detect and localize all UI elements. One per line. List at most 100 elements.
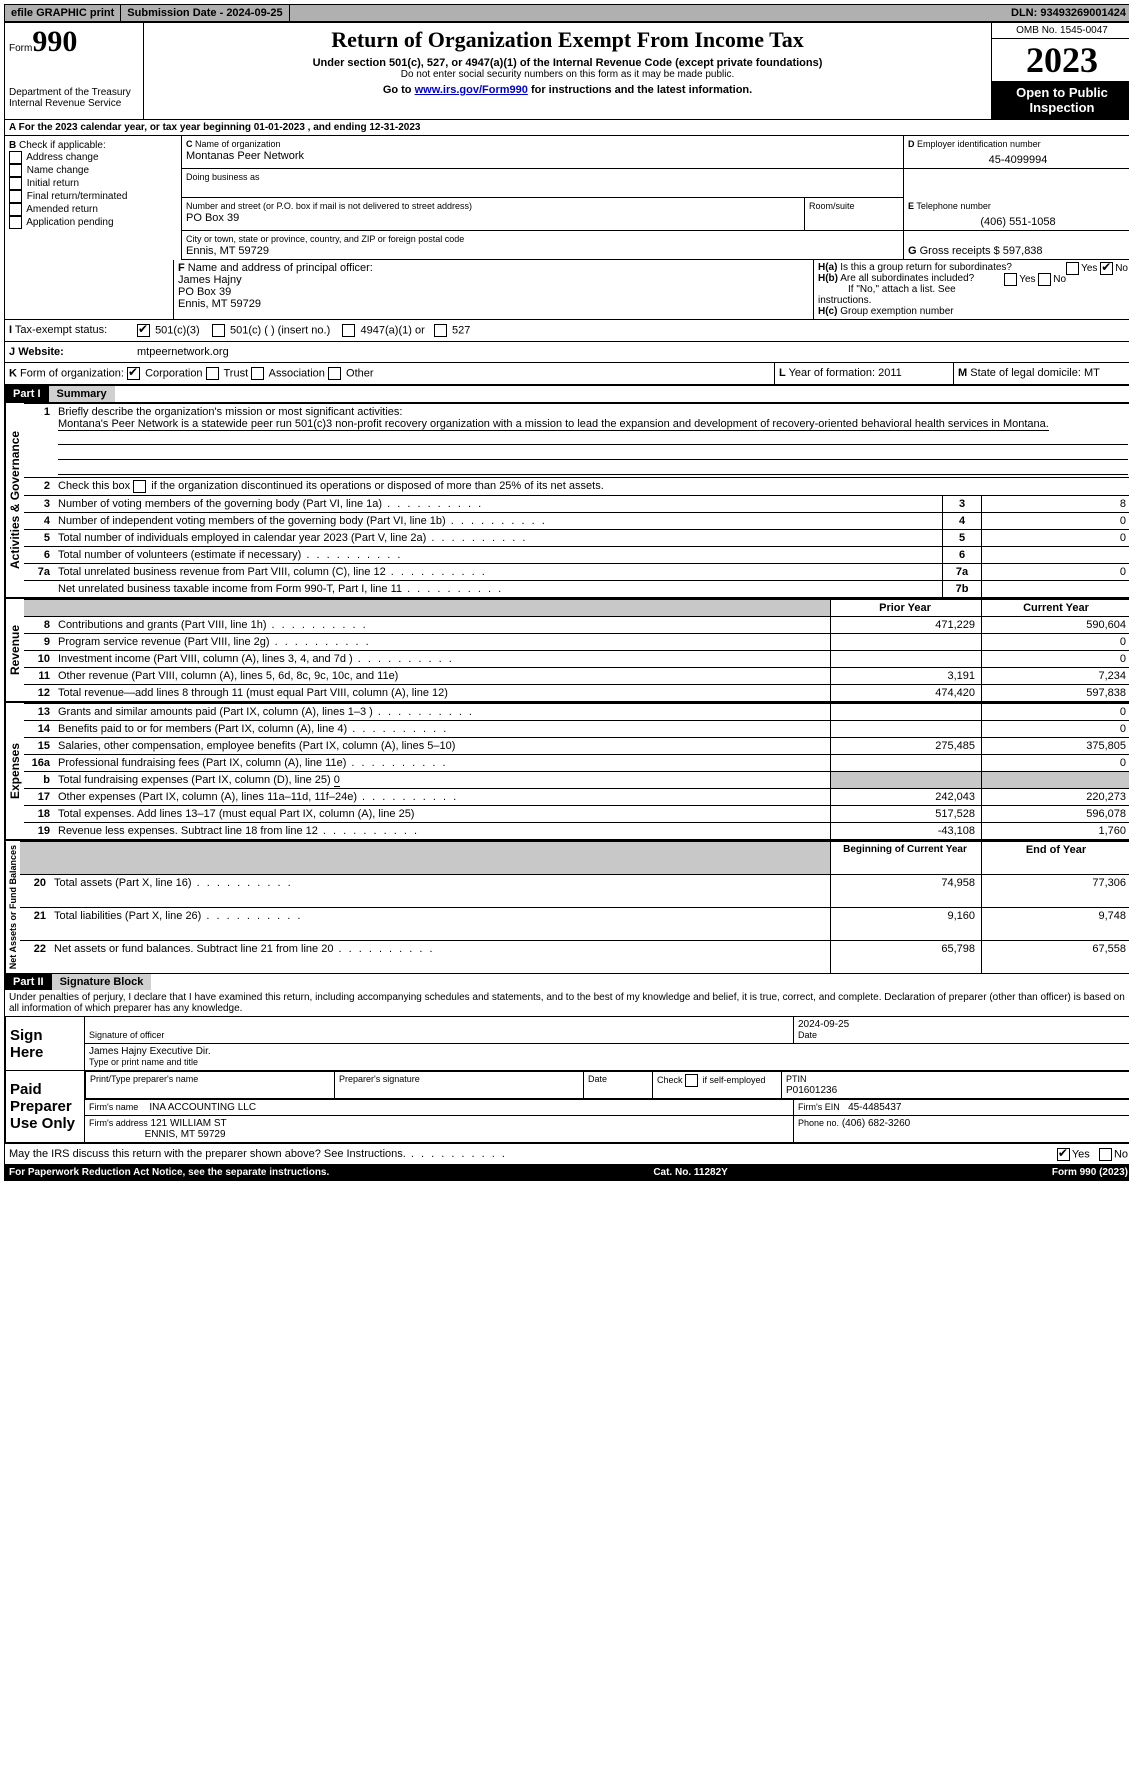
city-label: City or town, state or province, country… bbox=[186, 234, 464, 244]
line15-current: 375,805 bbox=[982, 738, 1129, 755]
form-title: Return of Organization Exempt From Incom… bbox=[148, 27, 987, 53]
line12-current: 597,838 bbox=[982, 685, 1129, 702]
line8-current: 590,604 bbox=[982, 617, 1129, 634]
prior-year-header: Prior Year bbox=[831, 600, 982, 617]
line7b-text: Net unrelated business taxable income fr… bbox=[54, 581, 943, 598]
section-bcdefg: B Check if applicable: Address change Na… bbox=[5, 136, 1129, 260]
efile-label[interactable]: efile GRAPHIC print bbox=[5, 5, 121, 21]
section-a: A For the 2023 calendar year, or tax yea… bbox=[5, 120, 1129, 136]
4947-label: 4947(a)(1) or bbox=[361, 324, 425, 336]
governance-table: 1 Briefly describe the organization's mi… bbox=[24, 403, 1129, 597]
form-subtitle: Under section 501(c), 527, or 4947(a)(1)… bbox=[148, 57, 987, 69]
initial-return-label: Initial return bbox=[27, 178, 79, 189]
line14-text: Benefits paid to or for members (Part IX… bbox=[54, 721, 831, 738]
assoc-checkbox[interactable] bbox=[251, 367, 264, 380]
line20-begin: 74,958 bbox=[831, 875, 982, 908]
signature-table: Sign Here Signature of officer 2024-09-2… bbox=[5, 1016, 1129, 1143]
line22-text: Net assets or fund balances. Subtract li… bbox=[50, 941, 831, 973]
other-checkbox[interactable] bbox=[328, 367, 341, 380]
line22-begin: 65,798 bbox=[831, 941, 982, 973]
amended-return-label: Amended return bbox=[26, 204, 98, 215]
omb-number: OMB No. 1545-0047 bbox=[992, 23, 1129, 39]
line12-prior: 474,420 bbox=[831, 685, 982, 702]
type-name-label: Type or print name and title bbox=[89, 1057, 198, 1067]
discontinued-checkbox[interactable] bbox=[133, 480, 146, 493]
ein-value: 45-4099994 bbox=[908, 150, 1128, 166]
org-name: Montanas Peer Network bbox=[186, 150, 304, 162]
discuss-no-checkbox[interactable] bbox=[1099, 1148, 1112, 1161]
line7b-value bbox=[982, 581, 1129, 598]
ha-no-checkbox[interactable] bbox=[1100, 262, 1113, 275]
initial-return-checkbox[interactable] bbox=[9, 177, 22, 190]
line10-current: 0 bbox=[982, 651, 1129, 668]
year-formation-value: 2011 bbox=[878, 367, 902, 379]
corp-checkbox[interactable] bbox=[127, 367, 140, 380]
group-exemption-label: Group exemption number bbox=[840, 306, 953, 317]
line3-value: 8 bbox=[982, 496, 1129, 513]
addr-change-checkbox[interactable] bbox=[9, 151, 22, 164]
line20-text: Total assets (Part X, line 16) bbox=[50, 875, 831, 908]
calendar-year-text: For the 2023 calendar year, or tax year … bbox=[19, 122, 421, 133]
top-bar: efile GRAPHIC print Submission Date - 20… bbox=[4, 4, 1129, 22]
app-pending-checkbox[interactable] bbox=[9, 216, 22, 229]
hb-no-checkbox[interactable] bbox=[1038, 273, 1051, 286]
line14-prior bbox=[831, 721, 982, 738]
line20-end: 77,306 bbox=[982, 875, 1129, 908]
subordinates-label: Are all subordinates included? bbox=[840, 273, 974, 284]
discuss-irs-text: May the IRS discuss this return with the… bbox=[9, 1148, 507, 1160]
line13-prior bbox=[831, 704, 982, 721]
line17-current: 220,273 bbox=[982, 789, 1129, 806]
line21-begin: 9,160 bbox=[831, 908, 982, 941]
amended-return-checkbox[interactable] bbox=[9, 203, 22, 216]
domicile-label: State of legal domicile: bbox=[970, 367, 1081, 379]
line5-text: Total number of individuals employed in … bbox=[54, 530, 943, 547]
line18-prior: 517,528 bbox=[831, 806, 982, 823]
line22-end: 67,558 bbox=[982, 941, 1129, 973]
line16a-prior bbox=[831, 755, 982, 772]
501c3-label: 501(c)(3) bbox=[155, 324, 200, 336]
group-return-label: Is this a group return for subordinates? bbox=[840, 262, 1012, 273]
firm-addr2: ENNIS, MT 59729 bbox=[145, 1129, 226, 1140]
line18-text: Total expenses. Add lines 13–17 (must eq… bbox=[54, 806, 831, 823]
line21-end: 9,748 bbox=[982, 908, 1129, 941]
line4-value: 0 bbox=[982, 513, 1129, 530]
hb-yes-checkbox[interactable] bbox=[1004, 273, 1017, 286]
dept-treasury: Department of the Treasury bbox=[9, 87, 139, 98]
self-employed-checkbox[interactable] bbox=[685, 1074, 698, 1087]
527-checkbox[interactable] bbox=[434, 324, 447, 337]
trust-checkbox[interactable] bbox=[206, 367, 219, 380]
line8-prior: 471,229 bbox=[831, 617, 982, 634]
part1-header: Part I bbox=[5, 386, 49, 402]
line16a-current: 0 bbox=[982, 755, 1129, 772]
501c-checkbox[interactable] bbox=[212, 324, 225, 337]
501c-label: 501(c) ( ) (insert no.) bbox=[230, 324, 330, 336]
part1-title: Summary bbox=[49, 386, 115, 402]
city-value: Ennis, MT 59729 bbox=[186, 245, 269, 257]
501c3-checkbox[interactable] bbox=[137, 324, 150, 337]
line17-prior: 242,043 bbox=[831, 789, 982, 806]
ha-yes-checkbox[interactable] bbox=[1066, 262, 1079, 275]
gross-receipts-label: Gross receipts $ bbox=[920, 245, 1000, 257]
paid-preparer-label: Paid Preparer Use Only bbox=[6, 1071, 85, 1143]
line6-text: Total number of volunteers (estimate if … bbox=[54, 547, 943, 564]
final-return-checkbox[interactable] bbox=[9, 190, 22, 203]
penalty-statement: Under penalties of perjury, I declare th… bbox=[5, 990, 1129, 1016]
form-org-label: Form of organization: bbox=[20, 367, 124, 379]
name-change-checkbox[interactable] bbox=[9, 164, 22, 177]
mission-text: Montana's Peer Network is a statewide pe… bbox=[58, 418, 1049, 431]
addr-change-label: Address change bbox=[26, 152, 98, 163]
phone-label: Telephone number bbox=[916, 201, 991, 211]
officer-name: James Hajny bbox=[178, 274, 242, 286]
discuss-yes-checkbox[interactable] bbox=[1057, 1148, 1070, 1161]
sig-date-label: Date bbox=[798, 1030, 817, 1040]
4947-checkbox[interactable] bbox=[342, 324, 355, 337]
form-prefix: Form bbox=[9, 43, 32, 54]
line2-text: Check this box if the organization disco… bbox=[58, 480, 604, 492]
irs-link[interactable]: www.irs.gov/Form990 bbox=[415, 84, 528, 96]
firm-phone-label: Phone no. bbox=[798, 1118, 839, 1128]
line10-text: Investment income (Part VIII, column (A)… bbox=[54, 651, 831, 668]
domicile-value: MT bbox=[1084, 367, 1100, 379]
name-change-label: Name change bbox=[27, 165, 89, 176]
ptin-label: PTIN bbox=[786, 1074, 807, 1084]
officer-street: PO Box 39 bbox=[178, 286, 231, 298]
